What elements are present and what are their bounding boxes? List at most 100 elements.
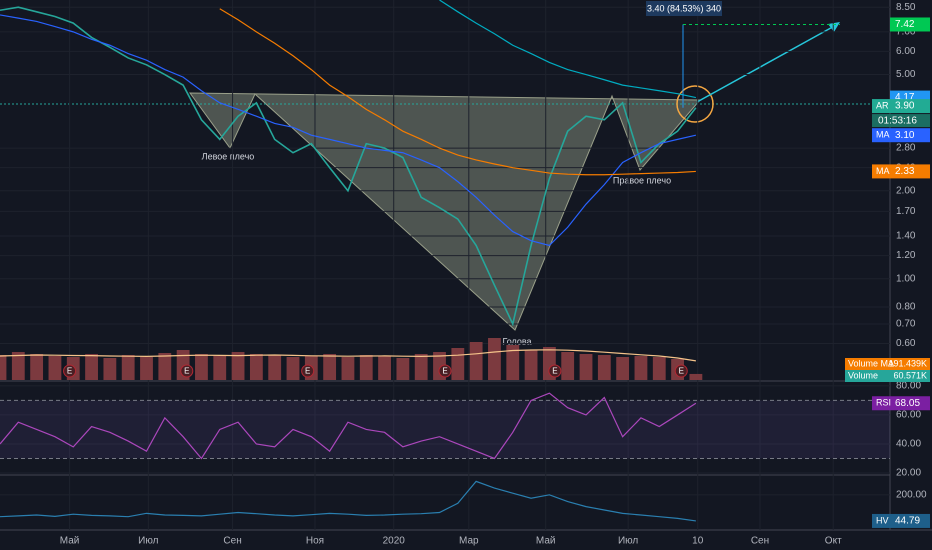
- volume-bar: [597, 355, 611, 380]
- event-marker: [548, 364, 562, 378]
- x-tick-label: Сен: [223, 536, 241, 547]
- volume-bar: [414, 354, 428, 380]
- volume-bar: [561, 352, 575, 380]
- y-tick-label: 1.70: [896, 206, 916, 217]
- y-tick-label: 80.00: [896, 381, 921, 392]
- event-marker: [63, 364, 77, 378]
- x-tick-label: Окт: [825, 536, 842, 547]
- badge: [845, 358, 930, 370]
- volume-bar: [652, 357, 666, 380]
- y-tick-label: 60.00: [896, 410, 921, 421]
- volume-bar: [213, 356, 227, 380]
- event-label: E: [305, 367, 310, 376]
- event-label: E: [442, 367, 447, 376]
- volume-bar: [359, 355, 373, 380]
- x-tick-label: Май: [536, 536, 556, 547]
- event-label: E: [679, 367, 684, 376]
- volume-bar: [378, 356, 391, 380]
- badge-name: Volume MA: [848, 358, 894, 368]
- badge-value: 7.42: [895, 19, 915, 30]
- event-marker: [438, 364, 452, 378]
- x-tick-label: Июл: [618, 536, 638, 547]
- badge-value: 2.33: [895, 166, 915, 177]
- volume-bar: [451, 348, 465, 380]
- y-tick-label: 0.70: [896, 319, 916, 330]
- y-tick-label: 1.40: [896, 231, 916, 242]
- badge: [872, 396, 930, 411]
- volume-bar: [268, 355, 282, 380]
- y-tick-label: 0.60: [896, 338, 916, 349]
- measure-box: [646, 1, 722, 16]
- volume-bar: [0, 355, 7, 380]
- y-tick-label: 1.20: [896, 250, 916, 261]
- y-tick-label: 20.00: [896, 468, 921, 479]
- line: [439, 0, 697, 99]
- countdown: 01:53:16: [878, 116, 917, 127]
- badge: [872, 99, 930, 114]
- badge: [845, 370, 930, 382]
- badge-value: 44.79: [895, 516, 920, 527]
- countdown-box: [872, 114, 930, 128]
- volume-bar: [249, 354, 263, 380]
- badge-value: 3.90: [895, 101, 915, 112]
- x-tick-label: Июл: [138, 536, 158, 547]
- x-tick-label: Ноя: [306, 536, 324, 547]
- badge-name: HV: [876, 515, 889, 525]
- line: [0, 6, 697, 327]
- y-tick-label: 1.00: [896, 273, 916, 284]
- badge-value: 68.05: [895, 398, 920, 409]
- volume-bar: [616, 357, 630, 380]
- badge-value: 191.439K: [888, 358, 927, 368]
- y-tick-label: 2.80: [896, 143, 916, 154]
- y-tick-label: 0.80: [896, 302, 916, 313]
- volume-bar: [195, 354, 208, 380]
- badge: [890, 17, 930, 32]
- volume-bar: [121, 355, 135, 380]
- event-marker: [674, 364, 688, 378]
- volume-bar: [11, 352, 25, 380]
- volume-bar: [140, 357, 153, 380]
- volume-bar: [85, 354, 98, 380]
- badge-value: 4.17: [895, 92, 915, 103]
- badge: [872, 128, 930, 143]
- badge-value: 60.571K: [893, 370, 927, 380]
- event-label: E: [67, 367, 72, 376]
- x-tick-label: Сен: [751, 536, 769, 547]
- badge: [872, 513, 930, 528]
- highlight-circle: [676, 85, 714, 123]
- volume-bar: [158, 353, 172, 380]
- x-tick-label: Май: [60, 536, 80, 547]
- volume-bar: [506, 345, 520, 380]
- volume-bar: [469, 342, 483, 380]
- line: [0, 392, 697, 460]
- x-tick-label: 10: [692, 536, 704, 547]
- volume-bar: [689, 373, 703, 380]
- event-label: E: [184, 367, 189, 376]
- arrow-head: [828, 22, 840, 32]
- line: [219, 8, 696, 176]
- event-marker: [301, 364, 315, 378]
- annotation: Левое плечо: [202, 151, 255, 161]
- badge-name: AR: [876, 100, 889, 110]
- badge-name: MA: [876, 130, 890, 140]
- badge: [872, 164, 930, 179]
- volume-bar: [488, 338, 501, 380]
- badge-name: MA: [876, 166, 890, 176]
- rsi-band: [0, 400, 890, 459]
- volume-bar: [323, 354, 337, 380]
- volume-bar: [396, 358, 410, 380]
- volume-bar: [48, 356, 62, 380]
- measure-label: 3.40 (84.53%) 340: [647, 3, 721, 13]
- badge-value: 3.10: [895, 130, 915, 141]
- volume-bar: [103, 358, 117, 380]
- badge-name: RSI: [876, 398, 891, 408]
- y-tick-label: 5.00: [896, 69, 916, 80]
- line: [0, 349, 696, 362]
- volume-bar: [30, 354, 44, 380]
- event-label: E: [552, 367, 557, 376]
- y-tick-label: 8.50: [896, 2, 916, 13]
- annotation: Правое плечо: [613, 175, 671, 185]
- event-marker: [180, 364, 194, 378]
